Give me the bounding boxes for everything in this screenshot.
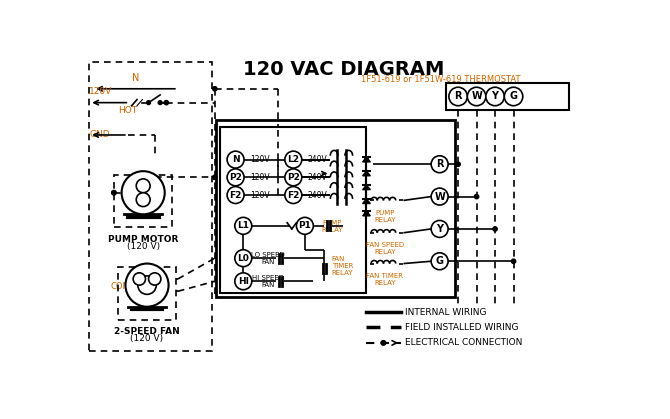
- Bar: [220, 127, 366, 293]
- Circle shape: [431, 188, 448, 205]
- Circle shape: [285, 169, 302, 186]
- Circle shape: [234, 273, 252, 290]
- Text: 1F51-619 or 1F51W-619 THERMOSTAT: 1F51-619 or 1F51W-619 THERMOSTAT: [361, 75, 521, 84]
- Text: 120 VAC DIAGRAM: 120 VAC DIAGRAM: [243, 59, 444, 78]
- Text: 2-SPEED FAN: 2-SPEED FAN: [114, 328, 180, 336]
- Text: FAN SPEED
RELAY: FAN SPEED RELAY: [366, 242, 404, 255]
- Circle shape: [138, 276, 156, 295]
- Text: HI: HI: [151, 275, 159, 284]
- Text: HI SPEED
FAN: HI SPEED FAN: [252, 275, 284, 288]
- Circle shape: [212, 175, 217, 179]
- Circle shape: [133, 273, 145, 285]
- Circle shape: [474, 194, 479, 199]
- Circle shape: [468, 87, 486, 106]
- Circle shape: [381, 341, 386, 345]
- Circle shape: [227, 169, 244, 186]
- Text: 120V: 120V: [89, 88, 113, 96]
- Text: P2: P2: [287, 173, 299, 182]
- Text: R: R: [436, 159, 444, 169]
- Text: PUMP MOTOR: PUMP MOTOR: [108, 235, 178, 244]
- Text: 120V: 120V: [250, 155, 270, 164]
- Circle shape: [486, 87, 505, 106]
- Circle shape: [147, 101, 151, 105]
- Polygon shape: [362, 211, 371, 216]
- Circle shape: [136, 179, 150, 193]
- Circle shape: [234, 217, 252, 234]
- Text: GND: GND: [89, 130, 110, 140]
- Bar: [89, 62, 212, 351]
- Text: FAN TIMER
RELAY: FAN TIMER RELAY: [366, 273, 403, 286]
- Circle shape: [456, 162, 460, 166]
- Circle shape: [164, 101, 168, 105]
- Text: L2: L2: [287, 155, 299, 164]
- Text: N: N: [232, 155, 239, 164]
- Circle shape: [431, 253, 448, 270]
- Bar: [118, 267, 176, 320]
- Text: FIELD INSTALLED WIRING: FIELD INSTALLED WIRING: [405, 323, 519, 332]
- Circle shape: [493, 227, 497, 231]
- Circle shape: [431, 156, 448, 173]
- Circle shape: [149, 273, 161, 285]
- Circle shape: [431, 220, 448, 238]
- Text: ELECTRICAL CONNECTION: ELECTRICAL CONNECTION: [405, 339, 523, 347]
- Text: W: W: [434, 191, 445, 202]
- Circle shape: [511, 259, 516, 264]
- Circle shape: [158, 101, 162, 105]
- Circle shape: [449, 87, 468, 106]
- Text: L0: L0: [237, 253, 249, 263]
- Text: 240V: 240V: [308, 155, 328, 164]
- Text: G: G: [510, 91, 517, 101]
- Text: R: R: [454, 91, 462, 101]
- Text: L1: L1: [237, 221, 249, 230]
- Circle shape: [505, 87, 523, 106]
- Bar: [114, 175, 172, 228]
- Text: LO SPEED
FAN: LO SPEED FAN: [251, 252, 285, 265]
- Text: W: W: [471, 91, 482, 101]
- Text: HOT: HOT: [118, 106, 137, 116]
- Circle shape: [212, 87, 217, 91]
- Circle shape: [112, 190, 116, 195]
- Polygon shape: [362, 171, 371, 176]
- Circle shape: [285, 186, 302, 204]
- Text: Y: Y: [436, 224, 443, 234]
- Circle shape: [227, 151, 244, 168]
- Text: P2: P2: [229, 173, 242, 182]
- Circle shape: [296, 217, 314, 234]
- Text: 240V: 240V: [308, 191, 328, 199]
- Circle shape: [122, 171, 165, 214]
- Text: COM: COM: [111, 282, 130, 291]
- Circle shape: [285, 151, 302, 168]
- Text: 120V: 120V: [250, 191, 270, 199]
- Text: P1: P1: [298, 221, 312, 230]
- Text: F2: F2: [229, 191, 242, 199]
- Text: PUMP
RELAY: PUMP RELAY: [321, 220, 342, 233]
- Polygon shape: [362, 157, 371, 162]
- Text: FAN
TIMER
RELAY: FAN TIMER RELAY: [332, 256, 354, 276]
- Circle shape: [125, 264, 169, 307]
- Text: 240V: 240V: [308, 173, 328, 182]
- Circle shape: [227, 186, 244, 204]
- Bar: [446, 83, 569, 110]
- Text: PUMP
RELAY: PUMP RELAY: [374, 210, 396, 222]
- Text: F2: F2: [287, 191, 299, 199]
- Polygon shape: [362, 199, 371, 204]
- Circle shape: [364, 158, 368, 162]
- Text: INTERNAL WIRING: INTERNAL WIRING: [405, 308, 486, 317]
- Circle shape: [136, 193, 150, 207]
- Bar: [216, 119, 455, 297]
- Text: LO: LO: [135, 275, 144, 284]
- Text: Y: Y: [492, 91, 498, 101]
- Polygon shape: [362, 185, 371, 190]
- Circle shape: [364, 212, 368, 215]
- Text: G: G: [436, 256, 444, 266]
- Text: (120 V): (120 V): [131, 334, 163, 344]
- Circle shape: [234, 250, 252, 266]
- Text: (120 V): (120 V): [127, 242, 159, 251]
- Text: N: N: [132, 72, 139, 83]
- Text: 120V: 120V: [250, 173, 270, 182]
- Text: HI: HI: [238, 277, 249, 286]
- Text: 8A18Z-2: 8A18Z-2: [289, 126, 336, 136]
